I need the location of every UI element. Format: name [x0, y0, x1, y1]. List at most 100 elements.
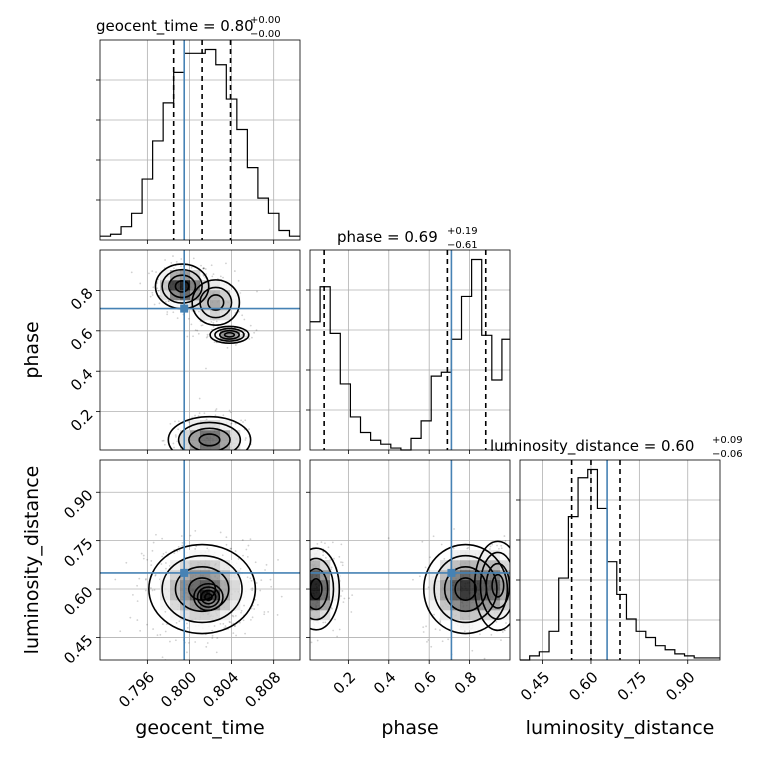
panel-phase-luminosity-distance-sample: [331, 607, 333, 610]
panel-phase-luminosity-distance-density-cell: [470, 620, 481, 631]
panel-phase-luminosity-distance-sample: [504, 540, 507, 542]
panel-phase-luminosity-distance-sample: [295, 549, 297, 551]
panel-geocent-time-luminosity-distance-sample: [219, 622, 222, 625]
panel-phase-luminosity-distance-sample: [307, 606, 309, 608]
panel-geocent-time-phase-truth-point: [180, 304, 189, 313]
panel-geocent-time-phase-sample: [176, 454, 178, 456]
panel-phase-luminosity-distance-sample: [324, 621, 327, 624]
title-luminosity-distance-sub: −0.06: [712, 449, 743, 460]
panel-phase-luminosity-distance-sample: [292, 602, 294, 604]
y-axis-label-luminosity-distance: luminosity_distance: [21, 466, 43, 655]
panel-geocent-time-phase-frame: [99, 249, 301, 451]
panel-geocent-time-luminosity-distance-sample: [265, 563, 268, 566]
panel-geocent-time-phase-contour-2-2: [191, 279, 241, 326]
panel-phase-luminosity-distance-sample: [283, 553, 285, 555]
panel-geocent-time-luminosity-distance-sample: [152, 541, 155, 544]
hist-luminosity-distance-steps: [520, 468, 720, 661]
hist-phase-frame: [309, 249, 511, 451]
panel-geocent-time-luminosity-distance-sample: [153, 589, 156, 591]
hist-geocent-time-panel: [96, 39, 301, 244]
panel-phase-luminosity-distance-sample: [306, 555, 308, 557]
panel-geocent-time-luminosity-distance-contour-1-2: [196, 586, 221, 608]
panel-phase-luminosity-distance-sample: [330, 566, 333, 569]
xtick-label-phase-2: 0.6: [410, 668, 440, 698]
hist-luminosity-distance-frame: [519, 459, 721, 661]
panel-geocent-time-luminosity-distance-density-cell: [180, 610, 191, 621]
panel-geocent-time-luminosity-distance-sample: [237, 558, 240, 560]
panel-geocent-time-phase-sample: [158, 302, 161, 305]
panel-phase-luminosity-distance-density-cell: [450, 610, 461, 621]
ytick-label-phase-1: 0.4: [67, 365, 97, 395]
panel-phase-luminosity-distance-sample: [340, 543, 343, 546]
panel-geocent-time-luminosity-distance-sample: [206, 642, 209, 644]
panel-geocent-time-luminosity-distance-contour-0-2: [161, 554, 243, 624]
panel-geocent-time-phase-sample: [205, 454, 207, 456]
panel-phase-luminosity-distance-density-cell: [450, 600, 461, 611]
panel-geocent-time-phase-density-cell: [230, 430, 241, 441]
panel-geocent-time-luminosity-distance-sample: [250, 579, 253, 582]
panel-geocent-time-phase-contour-0-1: [167, 274, 197, 299]
panel-geocent-time-phase-sample: [178, 462, 180, 464]
panel-phase-luminosity-distance-sample: [514, 588, 516, 590]
panel-phase-luminosity-distance-sample: [524, 611, 526, 613]
panel-geocent-time-phase-sample: [255, 329, 258, 332]
panel-geocent-time-luminosity-distance-sample: [194, 529, 197, 532]
panel-phase-luminosity-distance-sample: [303, 586, 305, 588]
panel-geocent-time-luminosity-distance-density-cell: [160, 590, 171, 601]
panel-phase-luminosity-distance-sample: [304, 589, 306, 591]
panel-geocent-time-phase-contour-3-1: [218, 329, 240, 340]
panel-phase-luminosity-distance-density-cell: [470, 610, 481, 621]
panel-geocent-time-luminosity-distance-sample: [231, 614, 234, 617]
panel-geocent-time-luminosity-distance-sample: [178, 620, 181, 623]
panel-geocent-time-luminosity-distance-sample: [152, 628, 155, 630]
panel-geocent-time-phase-density-cell: [230, 330, 241, 341]
panel-geocent-time-phase-sample: [212, 458, 214, 460]
panel-phase-luminosity-distance-sample: [447, 638, 450, 641]
panel-geocent-time-luminosity-distance-density-cell: [190, 580, 201, 591]
panel-phase-luminosity-distance-sample: [421, 540, 424, 543]
panel-phase-luminosity-distance-sample: [303, 586, 305, 588]
panel-geocent-time-luminosity-distance-sample: [249, 618, 252, 621]
panel-phase-luminosity-distance-contour-2-0: [491, 573, 505, 598]
panel-phase-luminosity-distance-sample: [422, 626, 425, 629]
x-axis-label-geocent-time: geocent_time: [135, 717, 264, 739]
tick-labels: 0.796 0.800 0.804 0.808 0.2 0.4 0.6 0.8 0.45 0.60…: [60, 284, 698, 711]
panel-phase-luminosity-distance-sample: [504, 629, 506, 632]
panel-phase-luminosity-distance-density-cell: [430, 570, 441, 581]
panel-geocent-time-phase-density-cell: [230, 300, 241, 311]
panel-phase-luminosity-distance-sample: [439, 621, 442, 624]
panel-phase-luminosity-distance-sample: [422, 631, 425, 633]
panel-phase-luminosity-distance-density-cell: [480, 580, 491, 591]
panel-phase-luminosity-distance-sample: [338, 628, 341, 631]
xtick-label-geocent-time-2: 0.804: [199, 668, 242, 711]
panel-geocent-time-luminosity-distance-density-cell: [170, 600, 181, 611]
panel-phase-luminosity-distance-sample: [513, 598, 515, 600]
panel-phase-luminosity-distance-sample: [441, 640, 444, 643]
panel-geocent-time-phase-density-cell: [200, 280, 211, 291]
ytick-label-luminosity-distance-1: 0.60: [60, 583, 96, 619]
panel-geocent-time-luminosity-distance-sample: [222, 622, 225, 625]
panel-geocent-time-phase-sample: [210, 320, 213, 323]
xtick-label-luminosity-distance-2: 0.75: [614, 668, 650, 704]
panel-geocent-time-phase-plot-area: [100, 250, 300, 464]
panel-geocent-time-luminosity-distance-density-cell: [220, 600, 231, 611]
panel-geocent-time-luminosity-distance-contour-1-1: [200, 589, 217, 605]
panel-geocent-time-phase-contours: [154, 263, 252, 450]
title-phase-sup: +0.19: [447, 226, 478, 237]
panel-phase-luminosity-distance-sample: [298, 591, 300, 593]
panel-geocent-time-luminosity-distance-density-cell: [200, 560, 211, 571]
panel-phase-luminosity-distance-sample: [291, 600, 293, 602]
panel-geocent-time-luminosity-distance-contour-0-1: [174, 565, 230, 613]
panel-phase-luminosity-distance-density-cell: [310, 550, 321, 561]
panel-geocent-time-phase-sample: [225, 262, 227, 265]
panel-phase-luminosity-distance-density-cell: [470, 600, 481, 611]
panel-geocent-time-phase-sample: [166, 313, 169, 316]
panel-phase-luminosity-distance-sample: [342, 601, 345, 604]
panel-phase-luminosity-distance-sample: [282, 577, 284, 579]
panel-geocent-time-phase-density-cell: [170, 300, 181, 311]
panel-geocent-time-phase-sample: [188, 421, 191, 424]
panel-phase-luminosity-distance-density-cell: [480, 570, 491, 581]
panel-geocent-time-luminosity-distance-sample: [205, 645, 208, 648]
panel-geocent-time-luminosity-distance-sample: [253, 608, 256, 610]
panel-geocent-time-luminosity-distance-sample: [176, 550, 179, 553]
